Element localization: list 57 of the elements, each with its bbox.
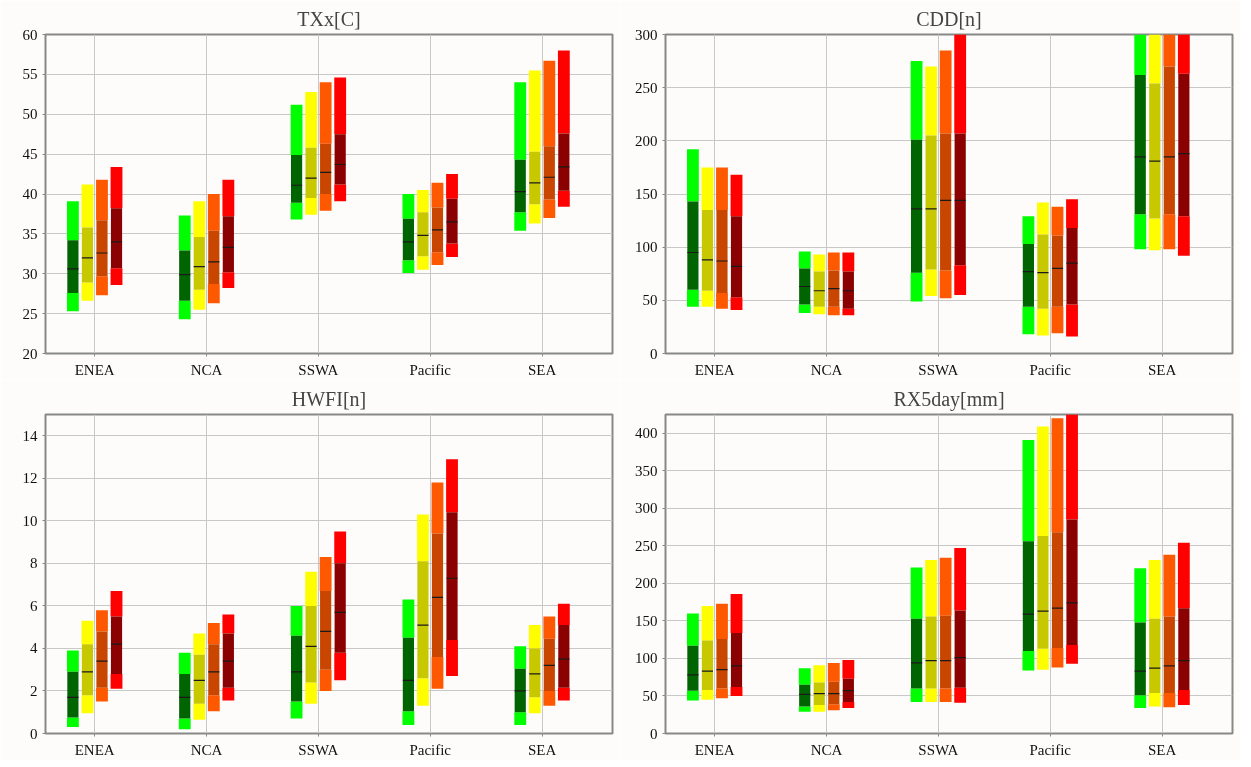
x-tick-label: NCA xyxy=(190,361,223,378)
y-tick-label: 300 xyxy=(635,26,658,43)
x-tick-label: ENEA xyxy=(694,741,735,758)
y-tick-label: 250 xyxy=(635,79,658,96)
y-tick-label: 12 xyxy=(22,470,38,487)
y-tick-label: 6 xyxy=(30,597,38,614)
y-tick-label: 150 xyxy=(635,612,658,629)
y-tick-label: 8 xyxy=(30,555,38,572)
y-tick-label: 10 xyxy=(22,512,38,529)
y-tick-label: 35 xyxy=(22,225,38,242)
y-tick-label: 150 xyxy=(635,186,658,202)
y-tick-label: 50 xyxy=(642,687,658,704)
x-tick-label: SEA xyxy=(527,741,557,758)
y-tick-label: 4 xyxy=(30,640,38,657)
y-tick-label: 100 xyxy=(635,239,658,256)
x-tick-label: NCA xyxy=(190,741,223,758)
y-tick-label: 350 xyxy=(635,462,658,479)
y-tick-label: 200 xyxy=(635,575,658,592)
chart-title: CDD[n] xyxy=(916,7,982,30)
x-tick-label: SEA xyxy=(527,361,557,378)
x-tick-label: Pacific xyxy=(1029,741,1072,758)
x-tick-label: ENEA xyxy=(694,361,735,378)
x-tick-label: NCA xyxy=(810,741,843,758)
y-tick-label: 300 xyxy=(635,500,658,517)
y-tick-label: 14 xyxy=(22,427,38,444)
y-tick-label: 100 xyxy=(635,650,658,667)
y-tick-label: 20 xyxy=(22,345,38,362)
x-tick-label: ENEA xyxy=(74,741,115,758)
y-tick-label: 50 xyxy=(22,106,38,123)
y-tick-label: 2 xyxy=(30,682,38,699)
y-tick-label: 25 xyxy=(22,305,38,322)
y-tick-label: 250 xyxy=(635,537,658,554)
y-tick-label: 60 xyxy=(22,26,38,43)
chart-title: RX5day[mm] xyxy=(893,387,1005,411)
x-tick-label: Pacific xyxy=(1029,361,1072,378)
x-tick-label: SSWA xyxy=(918,741,959,758)
y-tick-label: 55 xyxy=(22,66,38,83)
x-tick-label: SSWA xyxy=(298,361,339,378)
y-tick-label: 400 xyxy=(635,425,658,442)
x-tick-label: SEA xyxy=(1147,741,1177,758)
chart-title: HWFI[n] xyxy=(291,387,367,410)
y-tick-label: 50 xyxy=(642,292,658,309)
y-tick-label: 200 xyxy=(635,132,658,149)
chart-title: TXx[C] xyxy=(297,7,361,30)
y-tick-label: 40 xyxy=(22,186,38,202)
y-tick-label: 0 xyxy=(650,345,658,362)
x-tick-label: NCA xyxy=(810,361,843,378)
x-tick-label: SSWA xyxy=(918,361,959,378)
y-tick-label: 30 xyxy=(22,265,38,282)
y-tick-label: 45 xyxy=(22,146,38,163)
x-tick-label: SEA xyxy=(1147,361,1177,378)
x-tick-label: Pacific xyxy=(409,361,452,378)
x-tick-label: ENEA xyxy=(74,361,115,378)
x-tick-label: Pacific xyxy=(409,741,452,758)
y-tick-label: 0 xyxy=(650,725,658,742)
x-tick-label: SSWA xyxy=(298,741,339,758)
y-tick-label: 0 xyxy=(30,725,38,742)
